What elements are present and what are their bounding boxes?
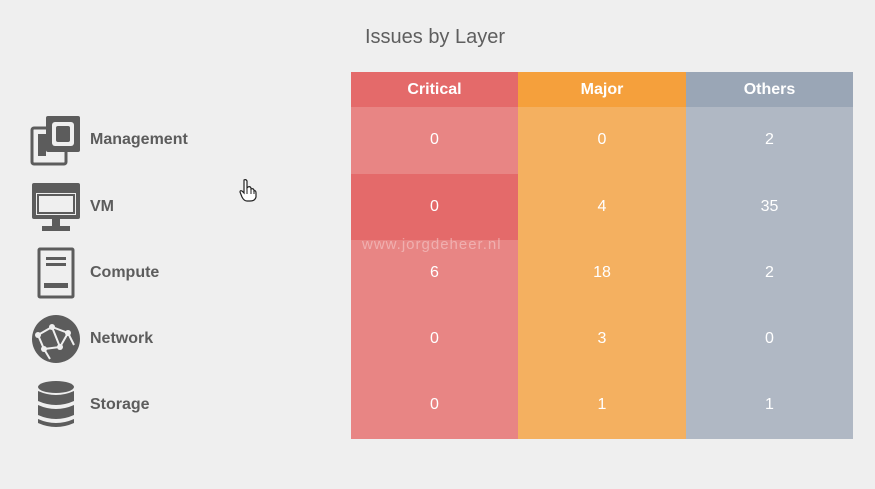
hand-cursor-icon — [239, 179, 257, 202]
cell-storage-major[interactable]: 1 — [597, 396, 607, 413]
others-column — [686, 107, 853, 439]
row-label-text: Management — [90, 131, 188, 148]
page-title: Issues by Layer — [364, 26, 506, 48]
vm-icon — [32, 183, 80, 231]
major-column — [518, 107, 686, 439]
cell-management-others[interactable]: 2 — [765, 131, 774, 148]
cell-storage-others[interactable]: 1 — [765, 396, 774, 413]
cell-network-major[interactable]: 3 — [597, 330, 607, 347]
row-label-text: Network — [90, 330, 154, 347]
column-header-others[interactable]: Others — [686, 72, 853, 107]
column-header-critical[interactable]: Critical — [351, 72, 518, 107]
row-label-storage[interactable]: Storage — [30, 377, 250, 433]
cell-management-critical[interactable]: 0 — [430, 131, 439, 148]
cell-compute-major[interactable]: 18 — [593, 264, 611, 281]
row-label-compute[interactable]: Compute — [30, 245, 250, 301]
row-label-text: Compute — [90, 264, 160, 281]
network-icon — [32, 315, 80, 363]
cell-storage-critical[interactable]: 0 — [430, 396, 439, 413]
column-header-major[interactable]: Major — [518, 72, 686, 107]
critical-column — [351, 107, 518, 439]
cell-compute-critical[interactable]: 6 — [430, 264, 439, 281]
cell-compute-others[interactable]: 2 — [765, 264, 774, 281]
cell-management-major[interactable]: 0 — [597, 131, 607, 148]
row-label-text: VM — [90, 198, 114, 215]
compute-icon — [37, 247, 75, 299]
row-label-vm[interactable]: VM — [30, 179, 250, 235]
cell-vm-major[interactable]: 4 — [597, 198, 607, 215]
row-label-network[interactable]: Network — [30, 311, 250, 367]
cell-vm-critical[interactable]: 0 — [351, 174, 518, 240]
cell-vm-others[interactable]: 35 — [760, 198, 779, 215]
row-label-text: Storage — [90, 396, 150, 413]
cell-network-critical[interactable]: 0 — [430, 330, 439, 347]
storage-icon — [38, 381, 74, 427]
watermark: www.jorgdeheer.nl — [362, 236, 502, 253]
row-label-management[interactable]: Management — [30, 112, 250, 168]
cell-network-others[interactable]: 0 — [765, 330, 774, 347]
management-icon — [30, 116, 80, 166]
